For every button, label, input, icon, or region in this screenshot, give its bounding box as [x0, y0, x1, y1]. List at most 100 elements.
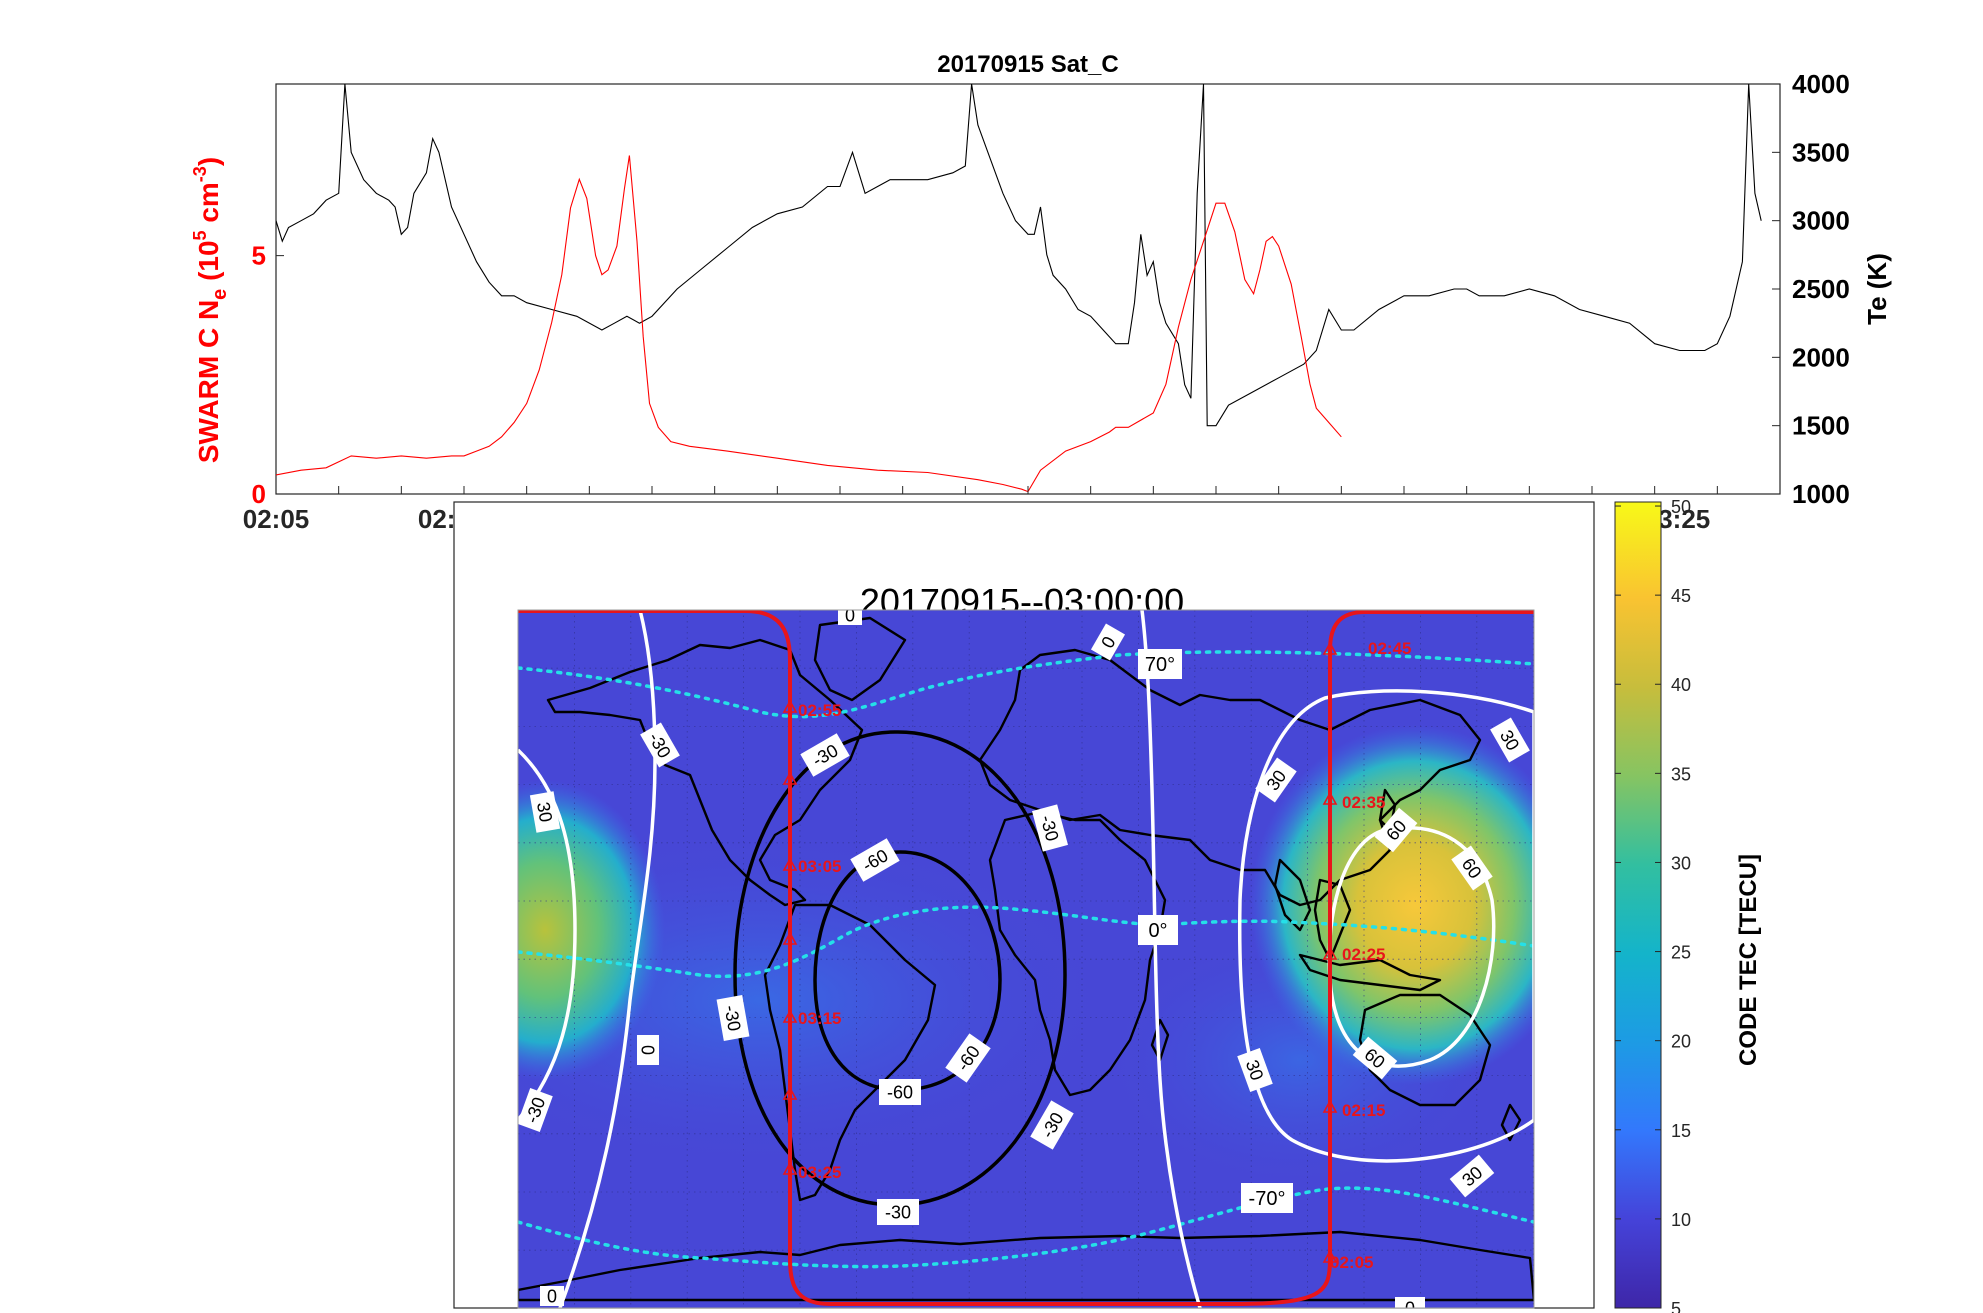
track-marker	[782, 1161, 798, 1175]
coast-africa	[988, 810, 1167, 1097]
track-label-0205: 02:05	[1330, 1253, 1373, 1272]
track-label-0255: 02:55	[798, 701, 841, 720]
contour-label-box	[879, 1079, 921, 1105]
left-y-axis-label: SWARM C Ne (105 cm-3)	[190, 157, 231, 463]
right-y-tick-label: 2000	[1792, 342, 1850, 372]
contour-zero-west	[558, 610, 657, 1308]
colorbar-tick-label: 30	[1671, 853, 1691, 873]
colorbar-tick-label: 20	[1671, 1032, 1691, 1052]
left-y-tick-label: 5	[252, 241, 266, 271]
contour-label: -30	[716, 995, 750, 1041]
contour-label: 0	[1395, 1297, 1425, 1313]
contour-label-box	[640, 722, 680, 768]
contour-label-box	[1374, 807, 1418, 853]
track-marker	[782, 1086, 798, 1100]
colorbar-ticks: 5 10 15 20 25 30 35 40 45 50	[1615, 497, 1691, 1313]
contour-label: 30	[529, 791, 561, 833]
contour-label-box	[945, 1033, 991, 1083]
contour-label-box	[1255, 757, 1297, 803]
contour-label-box	[716, 995, 750, 1041]
contour-label-box	[1032, 804, 1068, 852]
track-marker	[782, 931, 798, 945]
contour-label-text: -30	[720, 1004, 744, 1033]
right-y-axis-label: Te (K)	[1862, 253, 1892, 325]
contour-label-box	[1352, 1036, 1398, 1080]
right-y-tick-label: 3000	[1792, 206, 1850, 236]
contour-label-text: 0	[845, 605, 855, 625]
right-y-tick-label: 2500	[1792, 274, 1850, 304]
contour-label: 30	[1237, 1048, 1273, 1092]
coast-indonesia	[1298, 953, 1442, 992]
track-marker	[1322, 946, 1338, 960]
contour-label-box	[1449, 1154, 1495, 1198]
contour-label-box	[540, 1286, 564, 1306]
right-y-tick-label: 1500	[1792, 411, 1850, 441]
right-y-tick-label: 3500	[1792, 137, 1850, 167]
coast-india	[1273, 858, 1312, 932]
contour-labels: 00003030303030606060-30-30-30-30-30-30-3…	[518, 605, 1530, 1313]
dip-equator	[518, 905, 1534, 979]
track-markers	[782, 641, 1338, 1263]
dip-north-70	[518, 650, 1534, 719]
track-marker	[782, 699, 798, 713]
contour-label-box	[800, 733, 850, 777]
right-y-tick-label: 1000	[1792, 479, 1850, 509]
contour-label-box	[1030, 1100, 1074, 1150]
contour-30-east	[1237, 689, 1534, 1163]
tec-asia-enhancement	[1250, 725, 1534, 1085]
contour-label-box	[1241, 1183, 1293, 1213]
contour-label-box	[518, 1088, 553, 1132]
track-label-0325: 03:25	[798, 1163, 841, 1182]
colorbar-tick-label: 15	[1671, 1121, 1691, 1141]
contour-label-box	[529, 791, 561, 833]
track-marker	[1322, 791, 1338, 805]
tec-mid-band	[518, 830, 1120, 1170]
contour-label: 60	[1352, 1036, 1398, 1080]
contour-label-text: 0	[638, 1045, 658, 1055]
contour-label-text: -70°	[1249, 1188, 1286, 1210]
timeseries-title: 20170915 Sat_C	[937, 51, 1118, 78]
colorbar: 5 10 15 20 25 30 35 40 45 50 CODE TEC [TECU]	[1614, 497, 1762, 1313]
right-y-axis-ticks: 1000 1500 2000 2500 3000 3500 4000	[1772, 69, 1850, 509]
coast-south-america	[763, 903, 937, 1202]
colorbar-label: CODE TEC [TECU]	[1735, 854, 1762, 1066]
contour-label-box	[637, 1035, 659, 1065]
colorbar-tick-label: 40	[1671, 675, 1691, 695]
track-time-labels: 02:45 02:35 02:25 02:15 02:05 02:55 03:0…	[798, 639, 1411, 1272]
map-panel: 20170915--03:00:00	[453, 497, 1762, 1313]
map-axes-box	[517, 609, 1535, 1309]
track-label-0225: 02:25	[1342, 945, 1385, 964]
dip-lat-label: 0°	[1138, 915, 1178, 945]
contour-label-text: 0	[1405, 1298, 1415, 1313]
timeseries-panel: 20170915 Sat_C 02:0502:1502:2502:3502:45…	[190, 51, 1892, 534]
te-series-line	[276, 84, 1762, 427]
x-tick-label: 02:05	[243, 504, 310, 534]
dip-lat-label: 70°	[1138, 649, 1182, 679]
track-marker	[782, 771, 798, 785]
left-y-tick-label: 0	[252, 479, 266, 509]
colorbar-tick-label: 35	[1671, 764, 1691, 784]
coast-europe	[978, 648, 1482, 907]
track-label-0315: 03:15	[798, 1009, 841, 1028]
contour-label-text: 0°	[1148, 920, 1167, 942]
dip-south-70	[518, 1186, 1534, 1269]
contour-zero-east	[1140, 610, 1202, 1308]
contour-label-text: 70°	[1145, 654, 1175, 676]
contour-label-box	[850, 838, 900, 882]
contour-label-text: 0	[547, 1286, 557, 1306]
contour-label: 0	[637, 1035, 659, 1065]
tec-map-area: 02:45 02:35 02:25 02:15 02:05 02:55 03:0…	[518, 605, 1534, 1313]
colorbar-tick-label: 50	[1671, 497, 1691, 517]
contour-label-box	[1451, 845, 1493, 891]
contour-label-box	[1490, 717, 1530, 763]
track-marker	[782, 857, 798, 871]
track-label-0305: 03:05	[798, 857, 841, 876]
track-marker	[1322, 1099, 1338, 1113]
track-label-0215: 02:15	[1342, 1101, 1385, 1120]
satellite-ground-track	[518, 610, 1534, 1306]
colorbar-tick-label: 45	[1671, 586, 1691, 606]
coast-antarctica	[518, 1230, 1534, 1302]
contour-label-box	[1138, 649, 1182, 679]
contour-label: 0	[1090, 623, 1126, 661]
